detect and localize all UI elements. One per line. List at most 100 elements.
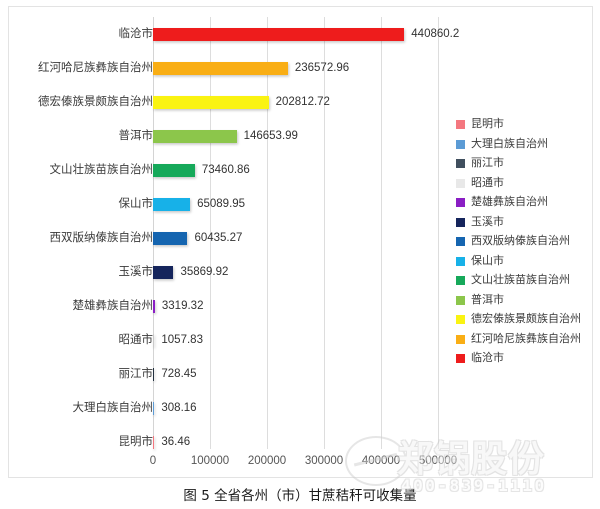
legend-swatch-icon: [456, 198, 465, 208]
bar-value-label: 36.46: [161, 436, 191, 448]
category-label: 红河哈尼族彝族自治州: [38, 62, 153, 74]
legend-item[interactable]: 普洱市: [456, 291, 596, 311]
bar-rows: 临沧市 440860.2 红河哈尼族彝族自治州 236572.96 德宏傣族景颇族自治州…: [9, 17, 459, 449]
legend-swatch-icon: [456, 315, 465, 325]
bar-value-label: 65089.95: [197, 198, 246, 210]
bar-value-label: 202812.72: [275, 96, 330, 108]
bar[interactable]: [153, 299, 155, 313]
bar-row: 昭通市 1057.83: [9, 323, 447, 357]
legend-label: 临沧市: [471, 352, 504, 365]
bar-row: 保山市 65089.95: [9, 187, 447, 221]
bar-value-label: 35869.92: [180, 266, 229, 278]
bar[interactable]: [153, 265, 174, 279]
legend-item[interactable]: 文山壮族苗族自治州: [456, 271, 596, 291]
bar-row: 大理白族自治州 308.16: [9, 391, 447, 425]
gridline: [381, 17, 382, 449]
legend-label: 红河哈尼族彝族自治州: [471, 332, 581, 345]
bar-row: 红河哈尼族彝族自治州 236572.96: [9, 51, 447, 85]
gridline: [267, 17, 268, 449]
x-tick-label: 400000: [361, 455, 401, 467]
bar[interactable]: [153, 197, 191, 211]
legend-item[interactable]: 大理白族自治州: [456, 135, 596, 155]
gridline: [210, 17, 211, 449]
bar-row: 文山壮族苗族自治州 73460.86: [9, 153, 447, 187]
legend-item[interactable]: 昆明市: [456, 115, 596, 135]
legend-swatch-icon: [456, 256, 465, 266]
bar-value-label: 1057.83: [161, 334, 203, 346]
legend-label: 文山壮族苗族自治州: [471, 274, 570, 287]
bar-value-label: 236572.96: [294, 62, 350, 74]
legend-item[interactable]: 昭通市: [456, 174, 596, 194]
bar[interactable]: [153, 27, 405, 41]
legend-swatch-icon: [456, 139, 465, 149]
bar-group: 202812.72: [153, 85, 330, 119]
gridline: [324, 17, 325, 449]
category-label: 普洱市: [118, 130, 154, 142]
x-tick-label: 300000: [304, 455, 344, 467]
legend-label: 西双版纳傣族自治州: [471, 235, 570, 248]
bar-group: 728.45: [153, 357, 197, 391]
plot-area: 临沧市 440860.2 红河哈尼族彝族自治州 236572.96 德宏傣族景颇族自治州…: [9, 7, 459, 477]
bar[interactable]: [153, 95, 269, 109]
x-tick-label: 500000: [418, 455, 458, 467]
bar-group: 3319.32: [153, 289, 203, 323]
category-label: 西双版纳傣族自治州: [49, 232, 154, 244]
legend-swatch-icon: [456, 354, 465, 364]
bar-group: 73460.86: [153, 153, 250, 187]
legend-item[interactable]: 西双版纳傣族自治州: [456, 232, 596, 252]
bar[interactable]: [153, 163, 195, 177]
legend-label: 丽江市: [471, 157, 504, 170]
legend-swatch-icon: [456, 217, 465, 227]
bar-value-label: 3319.32: [161, 300, 204, 312]
bar[interactable]: [153, 401, 155, 415]
bar[interactable]: [153, 231, 188, 245]
category-label: 楚雄彝族自治州: [72, 300, 154, 312]
bar-value-label: 73460.86: [201, 164, 250, 176]
legend-item[interactable]: 红河哈尼族彝族自治州: [456, 330, 596, 350]
legend-label: 玉溪市: [471, 215, 504, 228]
bar-row: 临沧市 440860.2: [9, 17, 459, 51]
category-label: 昭通市: [118, 334, 154, 346]
legend-item[interactable]: 玉溪市: [456, 213, 596, 233]
bar-row: 普洱市 146653.99: [9, 119, 447, 153]
category-label: 德宏傣族景颇族自治州: [38, 96, 153, 108]
legend-label: 大理白族自治州: [471, 137, 548, 150]
chart-legend: 昆明市大理白族自治州 丽江市昭通市 楚雄彝族自治州玉溪市西双版纳傣族自治州保山市文山…: [456, 115, 596, 369]
legend-item[interactable]: 临沧市: [456, 349, 596, 369]
bar[interactable]: [153, 435, 155, 449]
bar[interactable]: [153, 61, 288, 75]
legend-label: 昆明市: [471, 118, 504, 131]
bar-group: 35869.92: [153, 255, 228, 289]
legend-swatch-icon: [456, 178, 465, 188]
legend-item[interactable]: 楚雄彝族自治州: [456, 193, 596, 213]
gridline: [438, 17, 439, 449]
bar-row: 丽江市 728.45: [9, 357, 447, 391]
legend-swatch-icon: [456, 159, 465, 169]
chart-container: 临沧市 440860.2 红河哈尼族彝族自治州 236572.96 德宏傣族景颇族自治州…: [8, 6, 593, 478]
category-label: 丽江市: [118, 368, 154, 380]
legend-label: 德宏傣族景颇族自治州: [471, 313, 581, 326]
legend-label: 普洱市: [471, 293, 504, 306]
bar[interactable]: [153, 367, 155, 381]
bar[interactable]: [153, 129, 237, 143]
x-tick-label: 100000: [190, 455, 230, 467]
x-tick-label: 0: [149, 455, 157, 467]
legend-item[interactable]: 保山市: [456, 252, 596, 272]
bar-group: 36.46: [153, 425, 190, 459]
bar-value-label: 60435.27: [194, 232, 243, 244]
figure-caption: 图 5 全省各州（市）甘蔗秸秆可收集量: [183, 488, 417, 504]
bar-group: 440860.2: [153, 17, 459, 51]
category-label: 昆明市: [118, 436, 154, 448]
bar-row: 德宏傣族景颇族自治州 202812.72: [9, 85, 447, 119]
bar-group: 65089.95: [153, 187, 245, 221]
bar[interactable]: [153, 333, 155, 347]
category-label: 临沧市: [118, 28, 154, 40]
bar-group: 236572.96: [153, 51, 349, 85]
bar-row: 昆明市 36.46: [9, 425, 447, 459]
legend-item[interactable]: 德宏傣族景颇族自治州: [456, 310, 596, 330]
bar-value-label: 308.16: [161, 402, 197, 414]
bar-value-label: 146653.99: [243, 130, 298, 142]
bar-group: 60435.27: [153, 221, 242, 255]
x-tick-label: 200000: [247, 455, 287, 467]
legend-item[interactable]: 丽江市: [456, 154, 596, 174]
